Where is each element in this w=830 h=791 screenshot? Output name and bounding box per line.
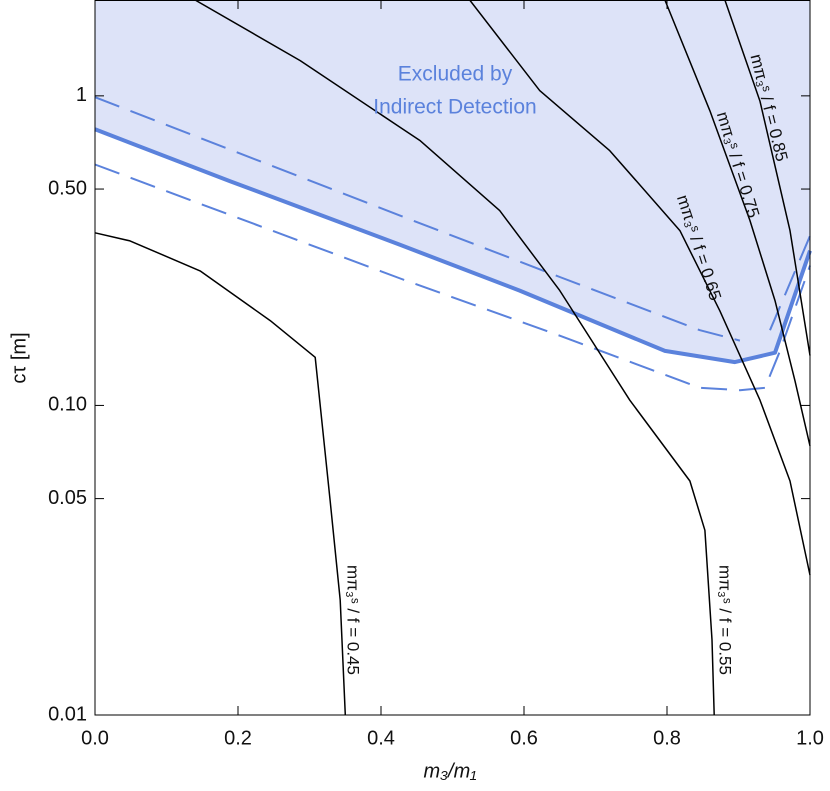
x-tick-label: 0.6 [510,727,538,749]
y-tick-label: 0.10 [48,394,87,416]
x-tick-label: 0.8 [653,727,681,749]
limit-line [94,96,811,342]
x-tick-label: 1.0 [796,727,824,749]
y-tick-label: 0.50 [48,177,87,199]
limit-line [94,163,811,392]
x-tick-label: 0.2 [224,727,252,749]
contour-label: mπ₃ˢ / f = 0.45 [344,565,363,675]
plot-frame [94,0,811,716]
annotation: Excluded by [398,63,513,86]
contour-line [469,0,811,576]
contour-line [194,0,715,716]
contour-label: mπ₃ˢ / f = 0.55 [716,565,735,675]
excluded-region [95,0,810,363]
annotation: Indirect Detection [373,96,536,119]
y-tick-label: 0.01 [48,703,87,725]
y-tick-label: 1 [76,84,87,106]
limit-line [94,127,812,365]
x-tick-label: 0.4 [367,727,395,749]
contour-line [94,232,347,716]
y-tick-label: 0.05 [48,487,87,509]
x-axis-label: m₃/m₁ [423,760,476,782]
contour-line [724,0,811,356]
plot-area [94,0,812,716]
contour-line [664,0,811,447]
x-tick-label: 0.0 [81,727,109,749]
y-axis-label: cτ [m] [8,332,30,383]
